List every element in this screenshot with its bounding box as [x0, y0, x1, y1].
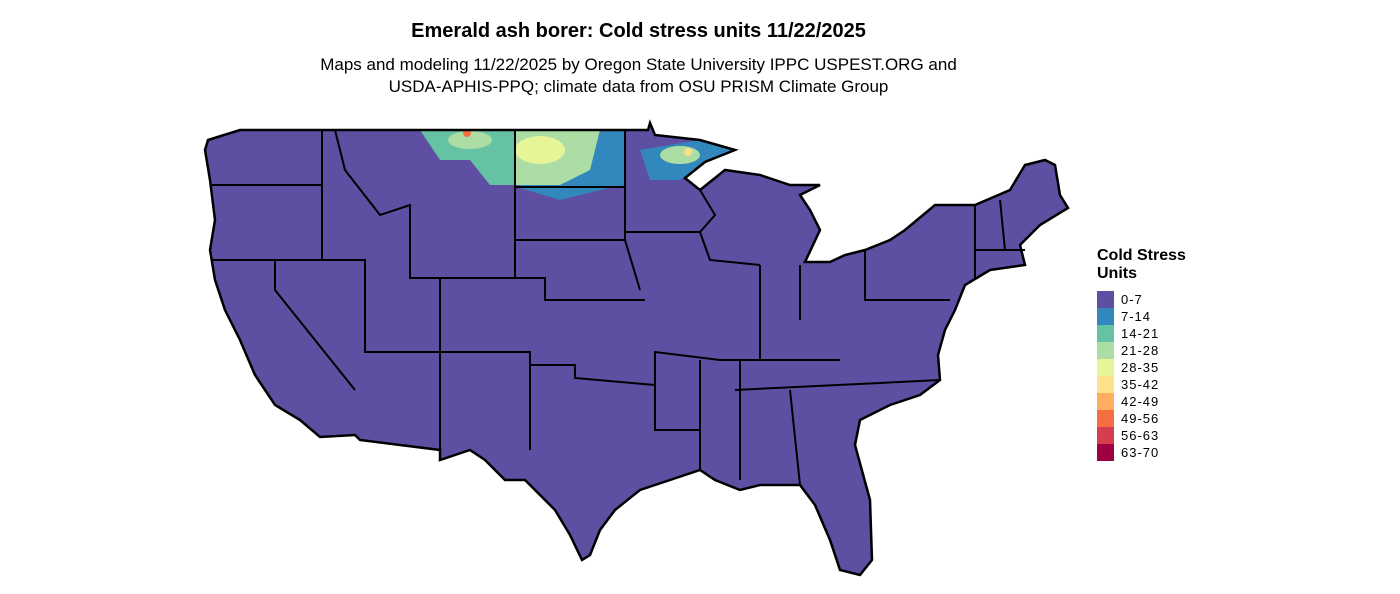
map-subtitle: Maps and modeling 11/22/2025 by Oregon S…: [0, 54, 1277, 98]
legend-label: 42-49: [1121, 394, 1160, 409]
legend-swatch: [1097, 444, 1114, 461]
legend-item: 49-56: [1097, 410, 1207, 427]
legend-swatch: [1097, 291, 1114, 308]
legend-swatch: [1097, 410, 1114, 427]
legend-item: 28-35: [1097, 359, 1207, 376]
legend-swatch: [1097, 359, 1114, 376]
legend-label: 63-70: [1121, 445, 1160, 460]
legend-item: 35-42: [1097, 376, 1207, 393]
legend-label: 0-7: [1121, 292, 1143, 307]
legend-item: 56-63: [1097, 427, 1207, 444]
cold-stress-raster: [205, 123, 1068, 575]
legend-item: 14-21: [1097, 325, 1207, 342]
legend-label: 49-56: [1121, 411, 1160, 426]
state-borders: [212, 129, 1025, 486]
legend-swatch: [1097, 427, 1114, 444]
legend-label: 56-63: [1121, 428, 1160, 443]
legend: Cold Stress Units 0-7 7-14 14-21 21-28 28-35…: [1097, 247, 1207, 461]
legend-item: 7-14: [1097, 308, 1207, 325]
legend-swatch: [1097, 393, 1114, 410]
legend-item: 21-28: [1097, 342, 1207, 359]
legend-label: 28-35: [1121, 360, 1160, 375]
legend-swatch: [1097, 308, 1114, 325]
legend-label: 21-28: [1121, 343, 1160, 358]
legend-swatch: [1097, 342, 1114, 359]
map-title: Emerald ash borer: Cold stress units 11/…: [411, 20, 866, 42]
legend-swatch: [1097, 376, 1114, 393]
legend-title: Cold Stress Units: [1097, 247, 1186, 282]
legend-label: 7-14: [1121, 309, 1152, 324]
legend-label: 14-21: [1121, 326, 1160, 341]
legend-item: 42-49: [1097, 393, 1207, 410]
legend-swatch: [1097, 325, 1114, 342]
legend-item: 63-70: [1097, 444, 1207, 461]
legend-label: 35-42: [1121, 377, 1160, 392]
subtitle-line-2: USDA-APHIS-PPQ; climate data from OSU PR…: [388, 77, 889, 96]
legend-item: 0-7: [1097, 291, 1207, 308]
subtitle-line-1: Maps and modeling 11/22/2025 by Oregon S…: [320, 55, 957, 74]
